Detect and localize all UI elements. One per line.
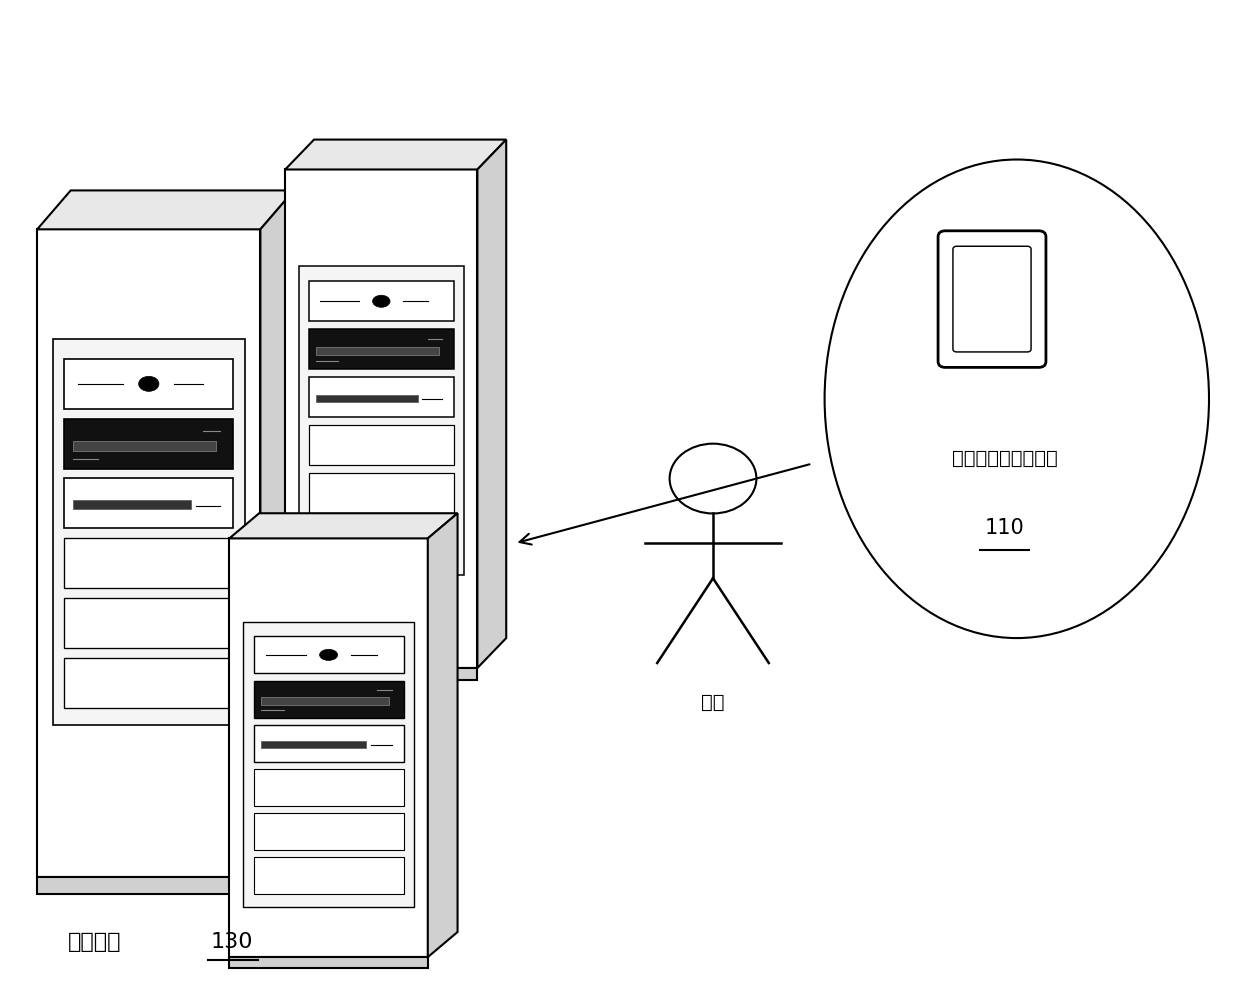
Circle shape xyxy=(670,444,756,513)
Text: 110: 110 xyxy=(985,518,1024,538)
Polygon shape xyxy=(229,538,428,957)
FancyBboxPatch shape xyxy=(253,725,404,762)
FancyBboxPatch shape xyxy=(64,598,233,648)
FancyBboxPatch shape xyxy=(262,697,388,705)
FancyBboxPatch shape xyxy=(954,246,1032,352)
FancyBboxPatch shape xyxy=(253,681,404,718)
FancyBboxPatch shape xyxy=(253,636,404,673)
Polygon shape xyxy=(229,513,458,538)
FancyBboxPatch shape xyxy=(253,857,404,894)
Polygon shape xyxy=(299,266,464,575)
Polygon shape xyxy=(285,169,477,668)
Text: 用户: 用户 xyxy=(702,693,724,712)
FancyBboxPatch shape xyxy=(309,473,454,513)
Polygon shape xyxy=(285,140,506,169)
Ellipse shape xyxy=(825,160,1209,638)
FancyBboxPatch shape xyxy=(253,813,404,849)
Ellipse shape xyxy=(320,649,337,660)
Polygon shape xyxy=(243,622,414,907)
FancyBboxPatch shape xyxy=(309,281,454,321)
FancyBboxPatch shape xyxy=(939,231,1047,368)
FancyBboxPatch shape xyxy=(73,500,191,509)
Polygon shape xyxy=(285,668,477,681)
Polygon shape xyxy=(37,190,294,229)
FancyBboxPatch shape xyxy=(64,479,233,528)
FancyBboxPatch shape xyxy=(64,359,233,409)
FancyBboxPatch shape xyxy=(309,329,454,369)
Polygon shape xyxy=(477,140,506,668)
FancyBboxPatch shape xyxy=(316,395,418,402)
FancyBboxPatch shape xyxy=(64,658,233,708)
Text: 数据源（用户终端）: 数据源（用户终端） xyxy=(951,449,1058,469)
FancyBboxPatch shape xyxy=(309,377,454,418)
Polygon shape xyxy=(428,513,458,957)
Text: 计算平台: 计算平台 xyxy=(68,932,122,952)
Polygon shape xyxy=(37,877,260,893)
FancyBboxPatch shape xyxy=(64,538,233,588)
FancyBboxPatch shape xyxy=(309,520,454,561)
FancyBboxPatch shape xyxy=(73,441,216,451)
FancyBboxPatch shape xyxy=(64,419,233,469)
Ellipse shape xyxy=(139,376,159,392)
FancyBboxPatch shape xyxy=(262,741,366,748)
Text: 130: 130 xyxy=(211,932,253,952)
Polygon shape xyxy=(53,340,244,725)
Polygon shape xyxy=(229,957,428,967)
Polygon shape xyxy=(260,190,294,877)
Polygon shape xyxy=(37,229,260,877)
Ellipse shape xyxy=(372,295,391,307)
FancyBboxPatch shape xyxy=(316,347,439,355)
FancyBboxPatch shape xyxy=(253,769,404,806)
FancyBboxPatch shape xyxy=(309,425,454,466)
